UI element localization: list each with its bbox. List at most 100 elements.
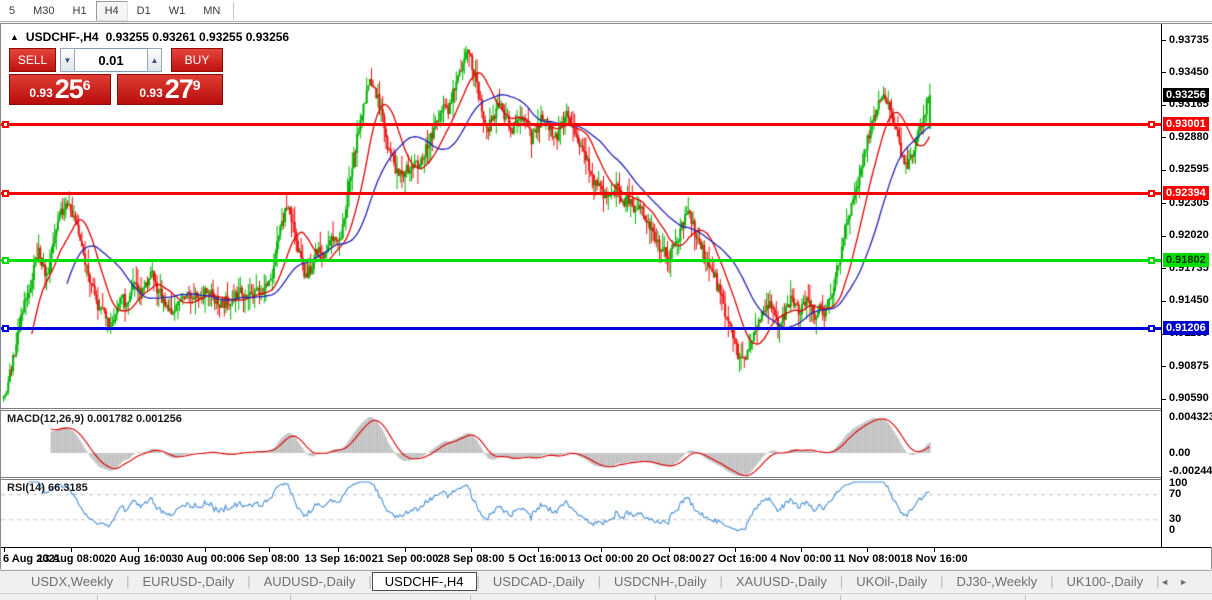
- date-tick-label: 11 Nov 08:00: [833, 553, 901, 565]
- level-price-badge: 0.93001: [1163, 117, 1209, 131]
- horizontal-line-0.91802[interactable]: [1, 259, 1161, 262]
- chart-ohlc-values: 0.93255 0.93261 0.93255 0.93256: [105, 30, 290, 44]
- date-tick-mark: [601, 548, 602, 552]
- date-tick-label: 21 Sep 00:00: [371, 553, 439, 565]
- statusbar-divider: [290, 595, 291, 600]
- tab-separator: |: [597, 574, 602, 589]
- date-tick-label: 6 Aug 2021: [3, 553, 61, 565]
- tab-usdcnhdaily[interactable]: USDCNH-,Daily: [614, 574, 707, 589]
- price-axis: 0.93735 0.93450 0.93165 0.92880 0.92595 0.923…: [1162, 24, 1212, 547]
- timeframe-button-h1[interactable]: H1: [72, 4, 87, 17]
- sell-price-quote[interactable]: 0.93 25 6: [9, 74, 111, 105]
- statusbar-divider: [470, 595, 471, 600]
- line-anchor-left[interactable]: [2, 121, 9, 128]
- tab-xauusddaily[interactable]: XAUUSD-,Daily: [735, 574, 827, 589]
- volume-increase-icon[interactable]: ▲: [147, 48, 162, 72]
- price-tick-label: 0.92880: [1169, 131, 1209, 143]
- timeframe-button-d1[interactable]: D1: [136, 4, 151, 17]
- macd-axis-label: -0.002445: [1169, 465, 1212, 477]
- tab-separator: |: [1050, 574, 1054, 589]
- date-tick-mark: [138, 548, 139, 552]
- timeframe-button-m30[interactable]: M30: [33, 4, 55, 17]
- price-tick-label: 0.93735: [1169, 34, 1209, 46]
- price-tick-mark: [1162, 40, 1166, 41]
- buy-button[interactable]: BUY: [171, 48, 223, 72]
- price-chart-canvas[interactable]: [1, 24, 1161, 547]
- tab-eurusddaily[interactable]: EURUSD-,Daily: [142, 574, 235, 589]
- tab-scroll-arrows[interactable]: ◄►: [1160, 576, 1198, 587]
- current-price-badge: 0.93256: [1163, 88, 1209, 102]
- sell-price-big-digits: 25: [54, 74, 84, 104]
- price-tick-mark: [1162, 236, 1166, 237]
- collapse-trade-panel-icon[interactable]: ▲: [10, 32, 19, 42]
- price-tick-label: 0.90590: [1169, 392, 1209, 404]
- sell-button[interactable]: SELL: [9, 48, 56, 72]
- price-tick-label: 0.92595: [1169, 163, 1209, 175]
- timeframe-button-w1[interactable]: W1: [168, 4, 186, 17]
- chart-title: ▲ USDCHF-,H4 0.93255 0.93261 0.93255 0.9…: [10, 30, 289, 44]
- tab-audusddaily[interactable]: AUDUSD-,Daily: [263, 574, 356, 589]
- horizontal-line-0.91206[interactable]: [1, 327, 1161, 330]
- tab-separator: |: [476, 574, 480, 589]
- tab-dj30weekly[interactable]: DJ30-,Weekly: [956, 574, 1038, 589]
- timeframe-button-mn[interactable]: MN: [203, 4, 221, 17]
- line-anchor-left[interactable]: [2, 257, 9, 264]
- horizontal-line-0.93001[interactable]: [1, 123, 1161, 126]
- chart-symbol-label: USDCHF-,H4: [25, 30, 99, 44]
- buy-price-big-digits: 27: [164, 74, 194, 104]
- pane-separator-macd[interactable]: [1, 408, 1211, 411]
- buy-price-prefix: 0.93: [139, 86, 163, 100]
- line-anchor-left[interactable]: [2, 190, 9, 197]
- date-tick-mark: [801, 548, 802, 552]
- tab-separator: |: [126, 574, 130, 589]
- date-axis: 6 Aug 2021 13 Aug 08:00 20 Aug 16:00 30 Aug…: [1, 547, 1211, 569]
- timeframe-button-h4[interactable]: H4: [95, 0, 128, 21]
- tab-separator: |: [940, 574, 944, 589]
- date-tick-label: 5 Oct 16:00: [508, 553, 568, 565]
- date-tick-label: 13 Oct 00:00: [568, 553, 634, 565]
- statusbar-divider: [840, 595, 841, 600]
- buy-price-quote[interactable]: 0.93 27 9: [117, 74, 223, 105]
- statusbar-divider: [97, 595, 98, 600]
- volume-decrease-icon[interactable]: ▼: [60, 48, 75, 72]
- price-tick-mark: [1162, 268, 1166, 269]
- date-tick-mark: [405, 548, 406, 552]
- tab-usdcaddaily[interactable]: USDCAD-,Daily: [492, 574, 585, 589]
- tab-separator: |: [719, 574, 723, 589]
- rsi-axis-label: 0: [1169, 524, 1176, 536]
- line-anchor-right[interactable]: [1148, 257, 1155, 264]
- date-tick-mark: [205, 548, 206, 552]
- level-price-badge: 0.91802: [1163, 253, 1209, 267]
- line-anchor-right[interactable]: [1148, 121, 1155, 128]
- macd-axis-label: 0.004323: [1169, 411, 1212, 423]
- date-tick-label: 13 Sep 16:00: [304, 553, 372, 565]
- horizontal-line-0.92394[interactable]: [1, 192, 1161, 195]
- pane-separator-rsi[interactable]: [1, 477, 1211, 480]
- date-tick-mark: [471, 548, 472, 552]
- statusbar-divider: [655, 595, 656, 600]
- price-tick-label: 0.92020: [1169, 229, 1209, 241]
- price-tick-mark: [1162, 366, 1166, 367]
- rsi-axis-label: 100: [1169, 477, 1188, 489]
- date-tick-label: 4 Nov 00:00: [770, 553, 832, 565]
- timeframe-button-5[interactable]: 5: [9, 4, 16, 17]
- date-tick-mark: [867, 548, 868, 552]
- tab-ukoildaily[interactable]: UKOil-,Daily: [856, 574, 928, 589]
- tab-usdchfh4[interactable]: USDCHF-,H4: [371, 572, 477, 591]
- line-anchor-right[interactable]: [1148, 190, 1155, 197]
- level-price-badge: 0.91206: [1163, 321, 1209, 335]
- date-tick-mark: [735, 548, 736, 552]
- status-bar: [0, 593, 1212, 600]
- line-anchor-right[interactable]: [1148, 325, 1155, 332]
- line-anchor-left[interactable]: [2, 325, 9, 332]
- tab-uk100daily[interactable]: UK100-,Daily: [1066, 574, 1144, 589]
- date-tick-mark: [338, 548, 339, 552]
- rsi-indicator-label: RSI(14) 66.3185: [7, 482, 88, 494]
- volume-input[interactable]: [75, 48, 147, 72]
- sell-price-pip-digit: 6: [82, 77, 91, 93]
- chart-window: ▲ USDCHF-,H4 0.93255 0.93261 0.93255 0.9…: [0, 23, 1212, 569]
- date-tick-label: 20 Oct 08:00: [636, 553, 702, 565]
- date-tick-label: 27 Oct 16:00: [702, 553, 768, 565]
- tab-usdxweekly[interactable]: USDX,Weekly: [31, 574, 114, 589]
